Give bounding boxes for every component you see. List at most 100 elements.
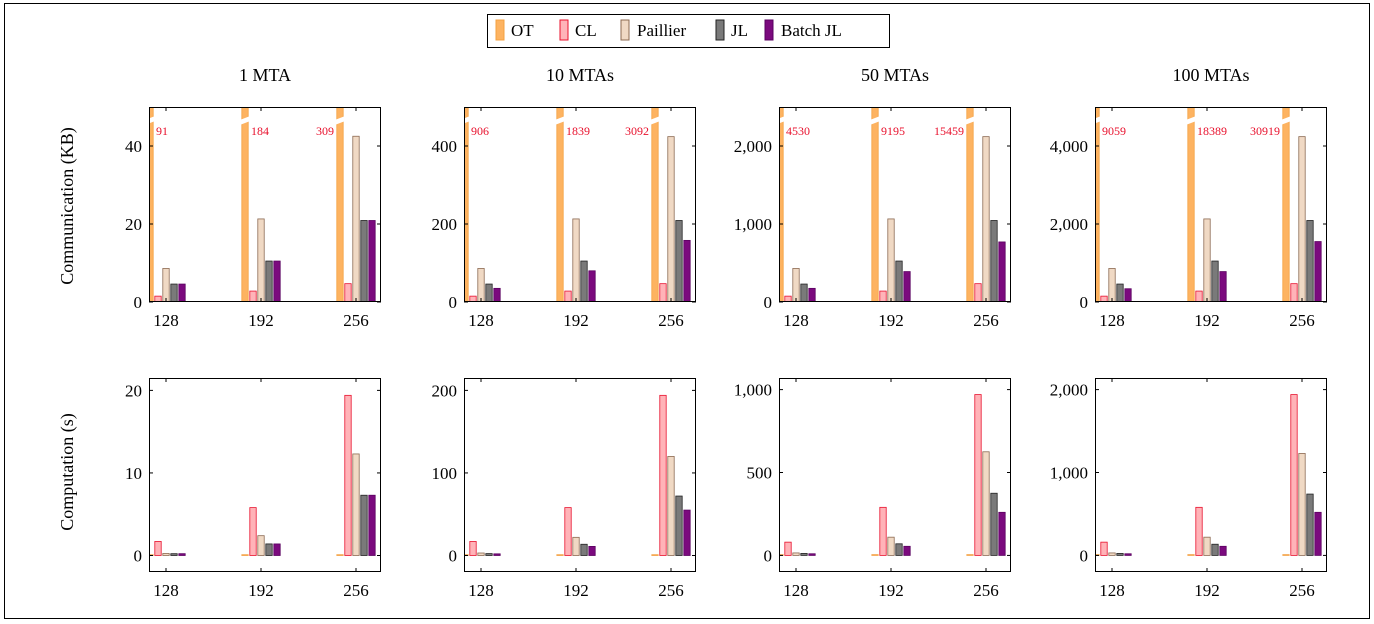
bar-batch-jl-256 bbox=[368, 494, 376, 556]
bar-batch-jl-256 bbox=[683, 239, 691, 302]
xtick-label-128: 128 bbox=[1099, 311, 1125, 330]
ytick-label: 0 bbox=[449, 293, 458, 312]
bar-cl-256 bbox=[974, 394, 982, 556]
bar-batch-jl-128 bbox=[808, 287, 816, 302]
ytick-label: 0 bbox=[764, 293, 773, 312]
legend-swatch-paillier bbox=[620, 19, 630, 41]
ot-value-label-256: 3092 bbox=[625, 124, 649, 138]
ytick-label: 100 bbox=[432, 464, 458, 483]
bar-cl-192 bbox=[1195, 290, 1203, 302]
xtick-label-192: 192 bbox=[248, 311, 274, 330]
xtick-label-256: 256 bbox=[1289, 311, 1315, 330]
bar-paillier-192 bbox=[1203, 218, 1211, 302]
ylabel-computation: Computation (s) bbox=[57, 413, 78, 531]
legend-label-batch-jl: Batch JL bbox=[781, 21, 842, 40]
ytick-label: 20 bbox=[125, 215, 142, 234]
ytick-label: 200 bbox=[432, 215, 458, 234]
plot-frame bbox=[1095, 378, 1327, 572]
panel-computation-4: 0 1,000 2,000 128 192 256 bbox=[1050, 378, 1327, 600]
bars bbox=[464, 394, 691, 556]
panel-communication-4: 9059 18389 30919 0 2,000 4,000 128 192 256 100 MT… bbox=[1050, 65, 1327, 330]
xtick-label-192: 192 bbox=[1194, 581, 1220, 600]
bar-batch-jl-128 bbox=[493, 553, 501, 556]
bar-paillier-256 bbox=[1298, 136, 1306, 302]
legend-box bbox=[487, 14, 890, 48]
plot-frame bbox=[464, 107, 696, 302]
bars bbox=[1095, 107, 1322, 302]
bar-batch-jl-256 bbox=[998, 511, 1006, 556]
bar-batch-jl-128 bbox=[1124, 553, 1132, 556]
row-labels: Communication (KB) Computation (s) bbox=[57, 127, 78, 530]
bars bbox=[149, 394, 376, 556]
bar-cl-256 bbox=[344, 394, 352, 556]
bars bbox=[779, 107, 1006, 302]
bar-cl-128 bbox=[469, 541, 477, 556]
bar-jl-256 bbox=[1306, 220, 1314, 302]
bar-paillier-128 bbox=[792, 552, 800, 556]
panel-communication-1: 91 184 309 0 20 40 128 192 256 1 MTA bbox=[125, 65, 381, 330]
bar-cl-192 bbox=[249, 290, 257, 302]
ytick-label: 1,000 bbox=[1050, 464, 1088, 483]
ot-value-label-192: 1839 bbox=[566, 124, 590, 138]
ot-value-label-128: 9059 bbox=[1102, 124, 1126, 138]
bar-jl-192 bbox=[265, 260, 273, 302]
plot-frame bbox=[149, 107, 381, 302]
ytick-label: 500 bbox=[747, 464, 773, 483]
bar-paillier-192 bbox=[887, 218, 895, 302]
ytick-label: 2,000 bbox=[1050, 381, 1088, 400]
bar-cl-256 bbox=[1290, 283, 1298, 302]
bar-ot-192 bbox=[1187, 107, 1195, 302]
bar-batch-jl-128 bbox=[808, 553, 816, 556]
bar-break-192 bbox=[869, 116, 881, 125]
xtick-label-192: 192 bbox=[563, 581, 589, 600]
bar-paillier-128 bbox=[477, 268, 485, 302]
bar-ot-256 bbox=[966, 107, 974, 302]
bar-jl-192 bbox=[1211, 543, 1219, 556]
ytick-label: 2,000 bbox=[734, 137, 772, 156]
bar-jl-256 bbox=[1306, 493, 1314, 556]
bar-jl-192 bbox=[895, 543, 903, 556]
bar-jl-256 bbox=[675, 495, 683, 556]
bar-paillier-192 bbox=[257, 218, 265, 302]
bar-break-256 bbox=[649, 116, 661, 125]
panel-title: 50 MTAs bbox=[861, 65, 929, 85]
plot-frame bbox=[1095, 107, 1327, 302]
bar-ot-192 bbox=[1187, 554, 1195, 556]
bar-paillier-192 bbox=[1203, 536, 1211, 556]
bar-batch-jl-256 bbox=[1314, 241, 1322, 302]
bar-batch-jl-192 bbox=[903, 271, 911, 302]
bar-paillier-256 bbox=[982, 136, 990, 302]
bar-jl-128 bbox=[1116, 283, 1124, 302]
xtick-label-256: 256 bbox=[973, 581, 999, 600]
bar-jl-192 bbox=[580, 543, 588, 556]
bar-batch-jl-256 bbox=[368, 220, 376, 302]
bar-cl-192 bbox=[564, 290, 572, 302]
ytick-label: 200 bbox=[432, 381, 458, 400]
legend-label-ot: OT bbox=[511, 21, 534, 40]
xtick-label-256: 256 bbox=[1289, 581, 1315, 600]
bar-jl-192 bbox=[265, 543, 273, 556]
panel-title: 10 MTAs bbox=[546, 65, 614, 85]
bar-ot-128 bbox=[464, 107, 469, 302]
ytick-label: 400 bbox=[432, 137, 458, 156]
bar-ot-256 bbox=[1282, 554, 1290, 556]
xtick-label-128: 128 bbox=[1099, 581, 1125, 600]
ytick-label: 0 bbox=[764, 546, 773, 565]
bar-ot-128 bbox=[779, 107, 784, 302]
ot-value-label-192: 184 bbox=[251, 124, 269, 138]
ylabel-communication: Communication (KB) bbox=[57, 127, 78, 284]
panels: 91 184 309 0 20 40 128 192 256 1 MTA 906 1839 3092 0 2… bbox=[125, 65, 1327, 600]
bar-jl-256 bbox=[990, 492, 998, 556]
xtick-label-256: 256 bbox=[973, 311, 999, 330]
bar-cl-128 bbox=[1100, 541, 1108, 556]
bar-ot-128 bbox=[149, 107, 154, 302]
bar-batch-jl-192 bbox=[273, 260, 281, 302]
xtick-label-128: 128 bbox=[468, 581, 494, 600]
bar-cl-192 bbox=[879, 290, 887, 302]
bar-cl-256 bbox=[974, 283, 982, 302]
bar-break-128 bbox=[1095, 116, 1102, 124]
bar-break-256 bbox=[964, 116, 976, 125]
bar-jl-256 bbox=[990, 220, 998, 302]
panel-title: 1 MTA bbox=[239, 65, 291, 85]
